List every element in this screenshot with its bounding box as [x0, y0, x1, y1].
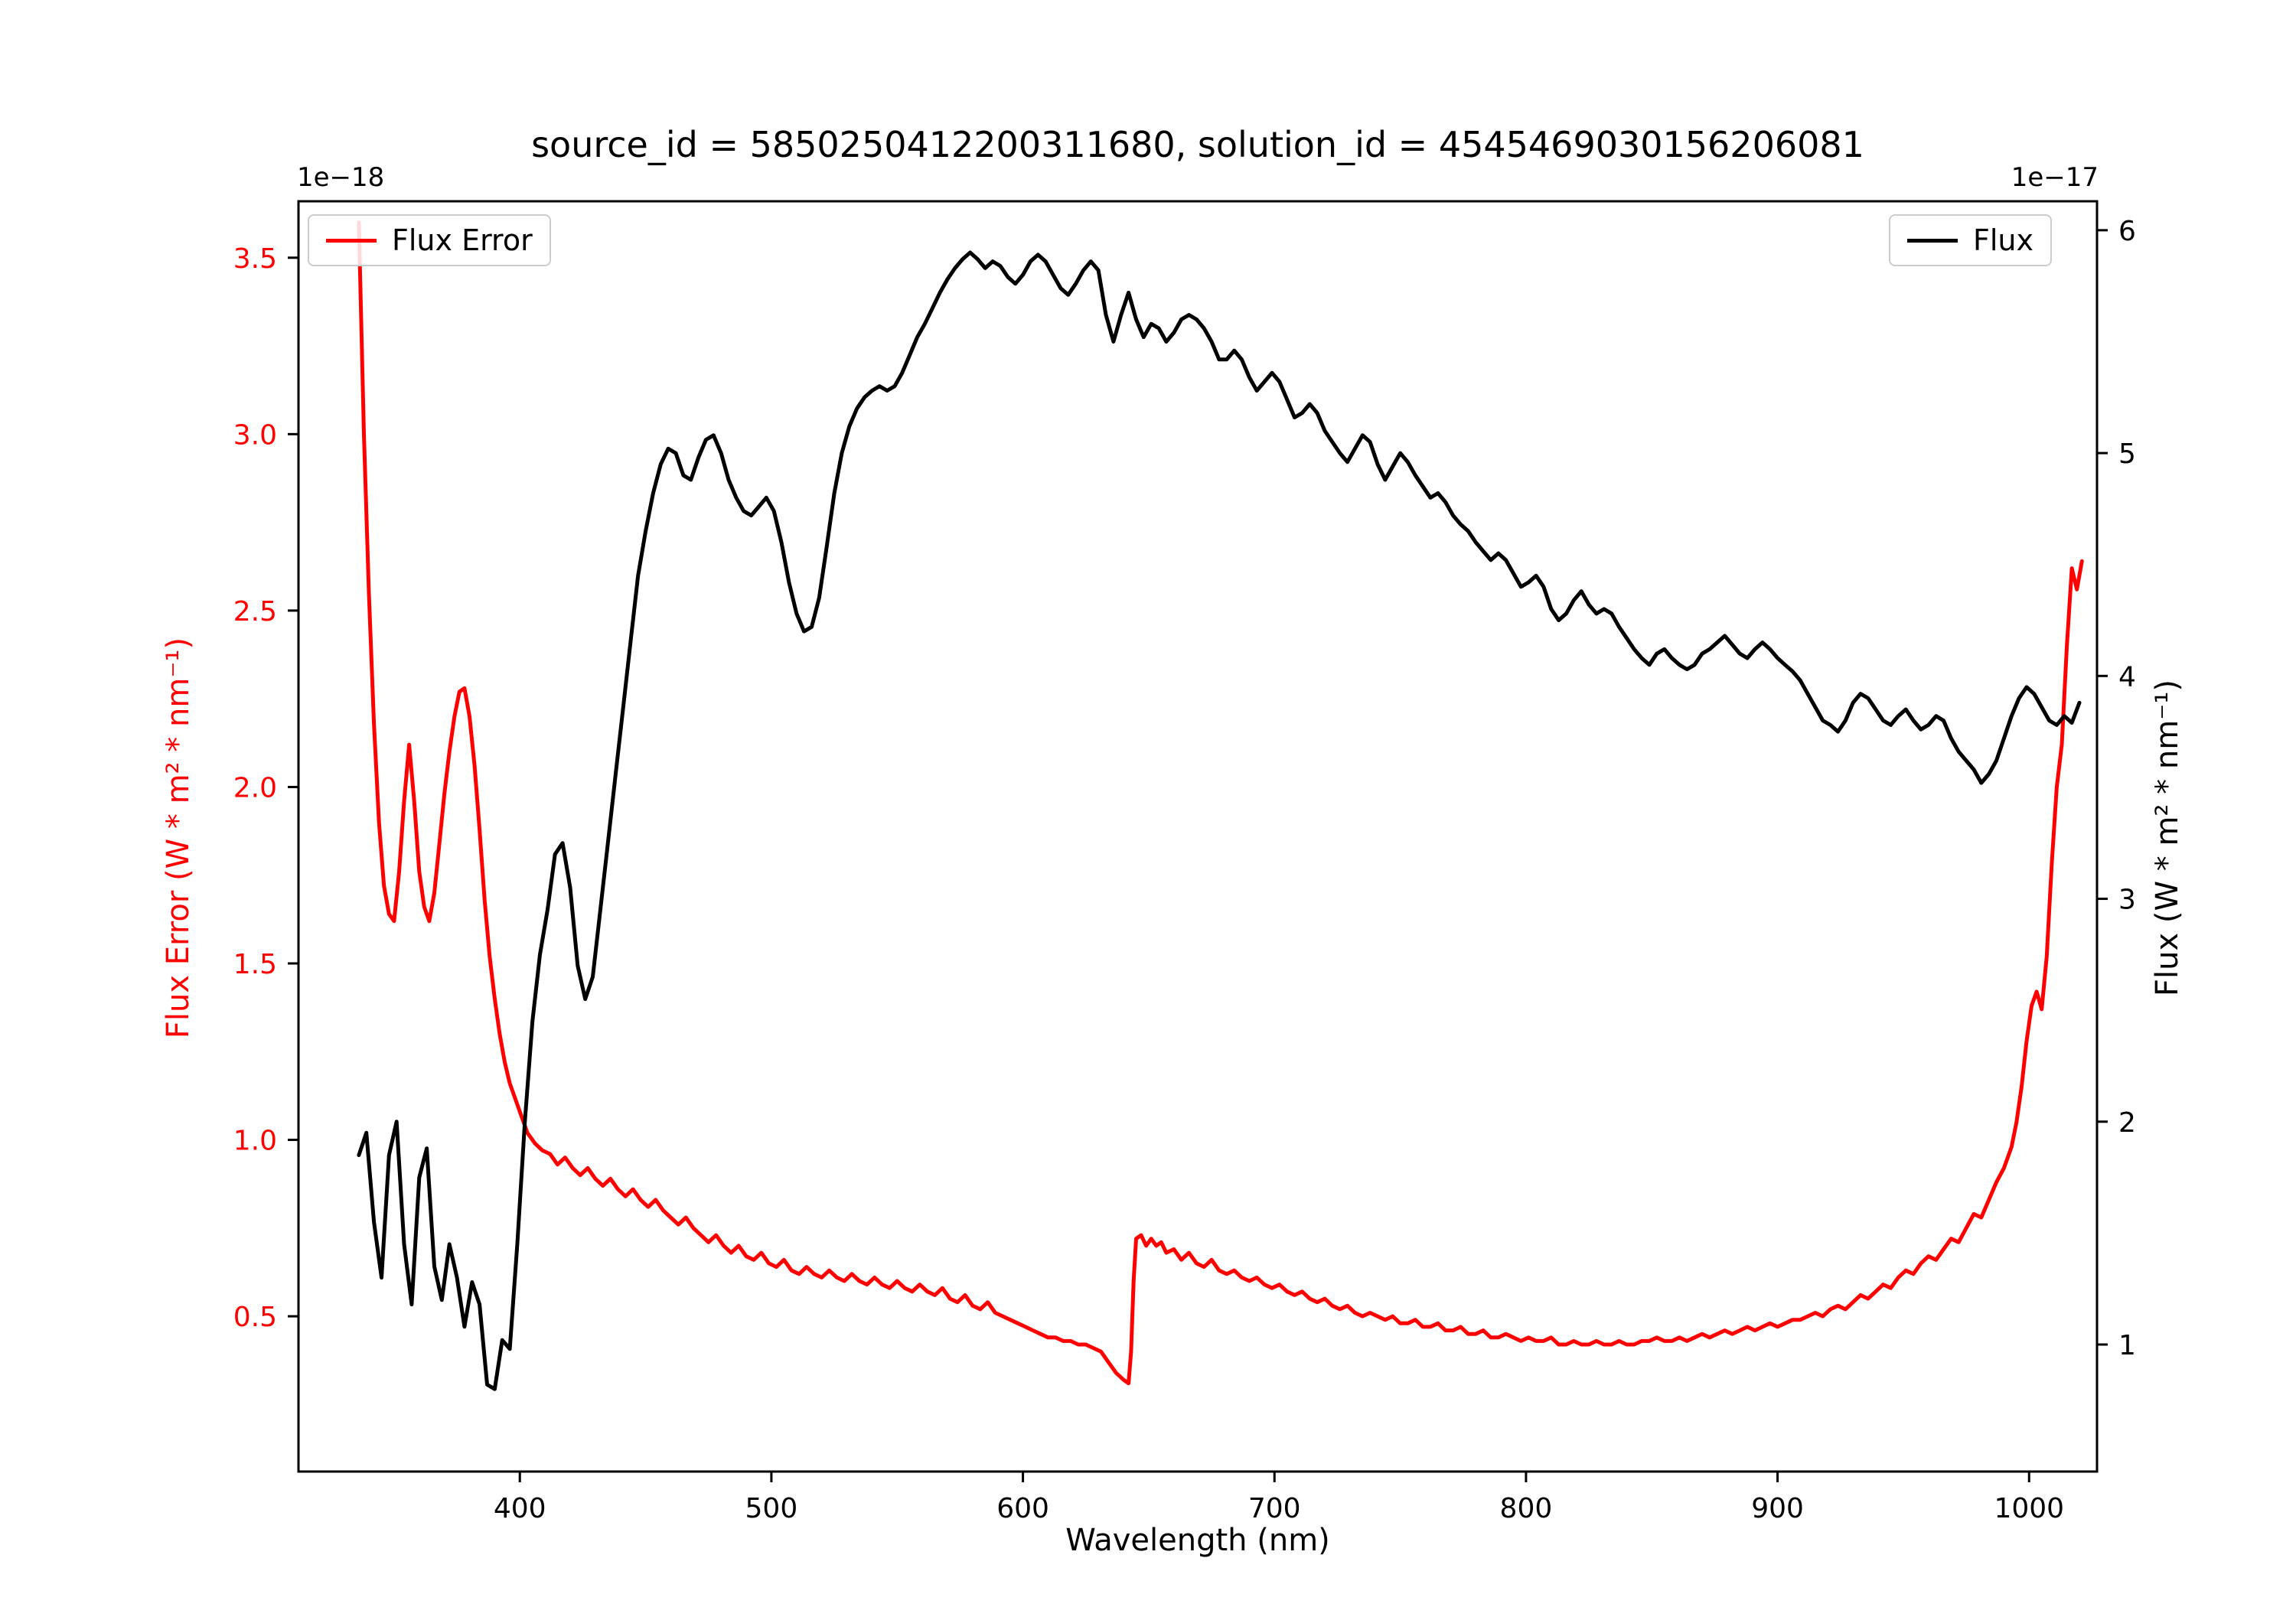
x-tick-label: 400	[494, 1493, 546, 1524]
left-y-tick-label: 1.0	[233, 1126, 277, 1157]
x-axis-label: Wavelength (nm)	[1065, 1523, 1330, 1558]
right-axis-scale-offset-text: 1e−17	[2011, 162, 2099, 193]
left-y-tick-label: 2.5	[233, 596, 277, 627]
x-tick-label: 1000	[1994, 1493, 2064, 1524]
right-y-tick-label: 2	[2118, 1107, 2136, 1139]
right-y-tick-label: 4	[2118, 661, 2136, 693]
left-y-tick-label: 2.0	[233, 772, 277, 804]
flux-legend-line-icon	[1907, 238, 1958, 243]
left-y-tick-label: 3.0	[233, 419, 277, 451]
flux-error-legend-line-icon	[326, 238, 377, 243]
x-tick-label: 500	[745, 1493, 798, 1524]
legend-flux-error-label: Flux Error	[392, 223, 533, 257]
legend-flux-error: Flux Error	[308, 214, 551, 266]
series-flux-error	[357, 220, 2084, 1386]
plot-border	[297, 200, 2099, 1473]
x-tick-label: 800	[1500, 1493, 1553, 1524]
series-flux	[357, 250, 2082, 1391]
left-y-tick-label: 0.5	[233, 1302, 277, 1333]
legend-flux-label: Flux	[1973, 223, 2033, 257]
x-tick-label: 700	[1248, 1493, 1301, 1524]
left-y-tick-label: 1.5	[233, 949, 277, 980]
x-tick-label: 900	[1751, 1493, 1804, 1524]
right-y-tick-label: 5	[2118, 438, 2136, 470]
right-y-tick-label: 3	[2118, 885, 2136, 916]
chart-title: source_id = 5850250412200311680, solutio…	[531, 124, 1864, 165]
legend-flux: Flux	[1889, 214, 2052, 266]
right-y-tick-label: 1	[2118, 1330, 2136, 1361]
left-y-tick-label: 3.5	[233, 243, 277, 275]
left-axis-scale-offset-text: 1e−18	[297, 162, 385, 193]
x-tick-label: 600	[996, 1493, 1049, 1524]
right-y-tick-label: 6	[2118, 216, 2136, 247]
